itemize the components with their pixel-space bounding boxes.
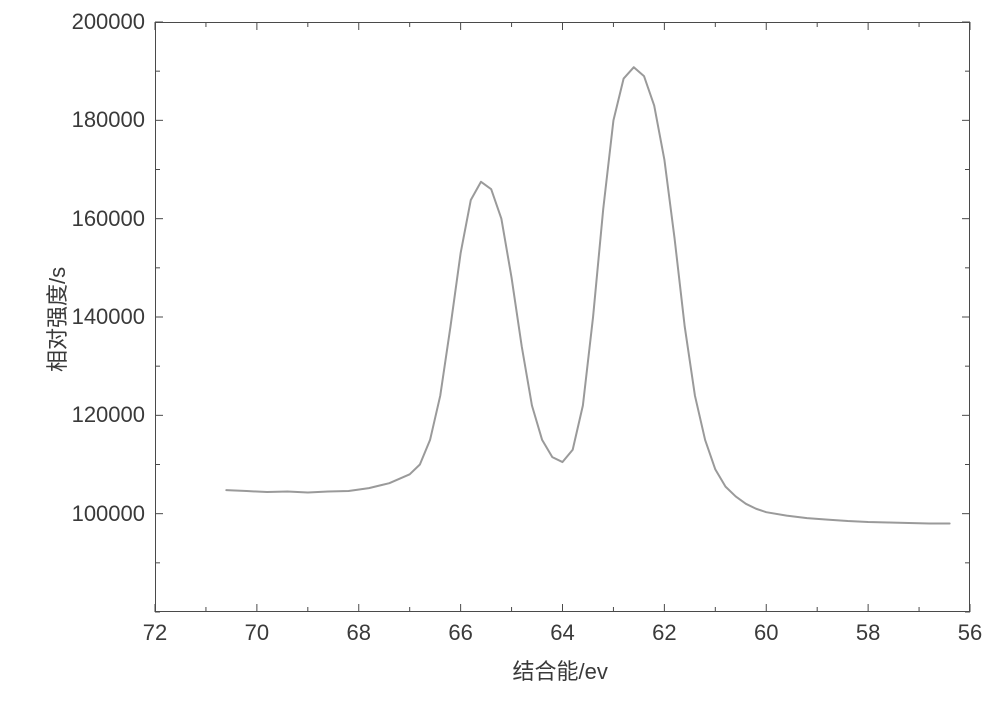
x-tick-label: 70 <box>245 620 269 646</box>
x-tick-label: 62 <box>652 620 676 646</box>
x-tick-label: 60 <box>754 620 778 646</box>
data-series-line <box>226 67 949 523</box>
x-tick-label: 68 <box>347 620 371 646</box>
y-tick-label: 100000 <box>72 501 145 527</box>
x-axis-title: 结合能/ev <box>513 654 608 686</box>
x-tick-label: 58 <box>856 620 880 646</box>
x-tick-label: 66 <box>448 620 472 646</box>
x-tick-label: 64 <box>550 620 574 646</box>
x-tick-label: 56 <box>958 620 982 646</box>
y-tick-label: 180000 <box>72 107 145 133</box>
chart-svg <box>0 0 1000 715</box>
xps-chart: 相对强度/s 结合能/ev 100000 120000 140000 160000 18… <box>0 0 1000 715</box>
y-tick-label: 200000 <box>72 9 145 35</box>
x-tick-label: 72 <box>143 620 167 646</box>
y-tick-label: 160000 <box>72 206 145 232</box>
y-tick-label: 120000 <box>72 402 145 428</box>
y-axis-title: 相对强度/s <box>40 267 72 372</box>
y-tick-label: 140000 <box>72 304 145 330</box>
